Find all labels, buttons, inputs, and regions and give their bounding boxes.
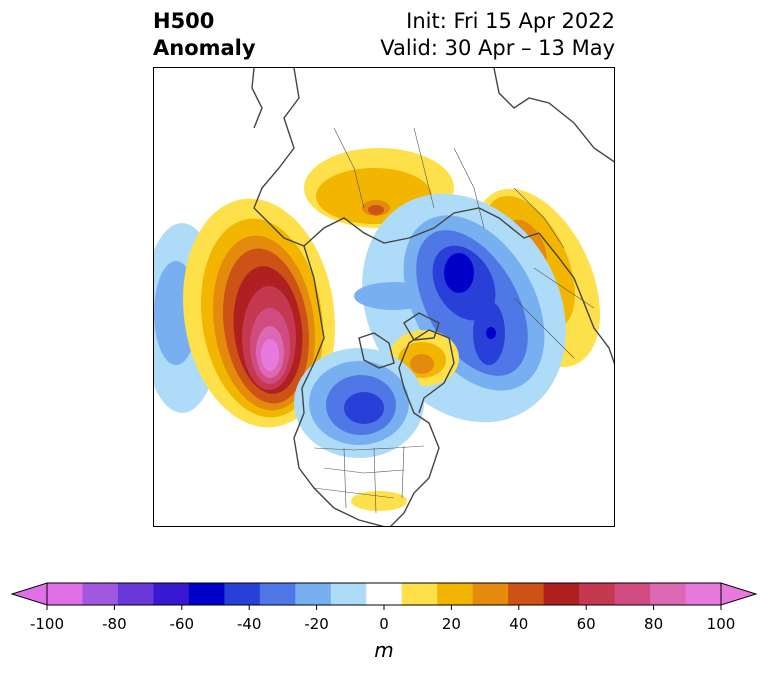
- colorbar: -100 -80 -60 -40 -20 0 20 40 60 80 100 m: [0, 575, 768, 665]
- colorbar-tick-label: 0: [379, 615, 389, 633]
- colorbar-segment: [259, 583, 296, 605]
- country-borders: [313, 127, 595, 514]
- colorbar-segment: [224, 583, 261, 605]
- colorbar-segment: [401, 583, 438, 605]
- anomaly-gulf-of-mexico-positive: [351, 491, 407, 511]
- variable-title: H500 Anomaly: [153, 8, 256, 62]
- colorbar-tick-label: -20: [304, 615, 329, 633]
- valid-range: Valid: 30 Apr – 13 May: [380, 36, 615, 60]
- colorbar-segment: [472, 583, 509, 605]
- colorbar-segment: [188, 583, 225, 605]
- colorbar-segment: [295, 583, 332, 605]
- colorbar-segment: [82, 583, 119, 605]
- colorbar-segment: [579, 583, 616, 605]
- colorbar-unit-label: m: [374, 638, 393, 662]
- colorbar-extend-max: [720, 582, 758, 606]
- colorbar-tick-label: 80: [644, 615, 663, 633]
- coastlines: [251, 68, 614, 526]
- colorbar-segment: [437, 583, 474, 605]
- anomaly-northeast-pacific-positive: [183, 198, 335, 428]
- init-date: Init: Fri 15 Apr 2022: [406, 9, 615, 33]
- colorbar-segment: [366, 583, 403, 605]
- colorbar-segment: [650, 583, 687, 605]
- map-canvas: [154, 68, 614, 526]
- colorbar-tick-label: -40: [237, 615, 262, 633]
- colorbar-segment: [614, 583, 651, 605]
- anomaly-map[interactable]: [153, 67, 615, 527]
- date-title: Init: Fri 15 Apr 2022 Valid: 30 Apr – 13…: [380, 8, 615, 62]
- colorbar-extend-min: [10, 582, 48, 606]
- colorbar-segment: [153, 583, 190, 605]
- anomaly-canada-negative: [294, 348, 424, 458]
- colorbar-tick-label: 60: [577, 615, 596, 633]
- colorbar-tick-label: -100: [30, 615, 64, 633]
- variable-title-line2: Anomaly: [153, 36, 256, 60]
- colorbar-graphic: -100 -80 -60 -40 -20 0 20 40 60 80 100 m: [10, 582, 758, 662]
- colorbar-tick-label: 20: [442, 615, 461, 633]
- colorbar-tick-label: 100: [707, 615, 736, 633]
- colorbar-segment: [117, 583, 154, 605]
- colorbar-tick-label: -60: [170, 615, 195, 633]
- colorbar-segment: [543, 583, 580, 605]
- colorbar-segment: [508, 583, 545, 605]
- colorbar-segment: [685, 583, 722, 605]
- colorbar-tick-label: 40: [509, 615, 528, 633]
- variable-title-line1: H500: [153, 9, 215, 33]
- colorbar-tick-label: -80: [102, 615, 127, 633]
- colorbar-segment: [47, 583, 83, 605]
- colorbar-segment: [330, 583, 367, 605]
